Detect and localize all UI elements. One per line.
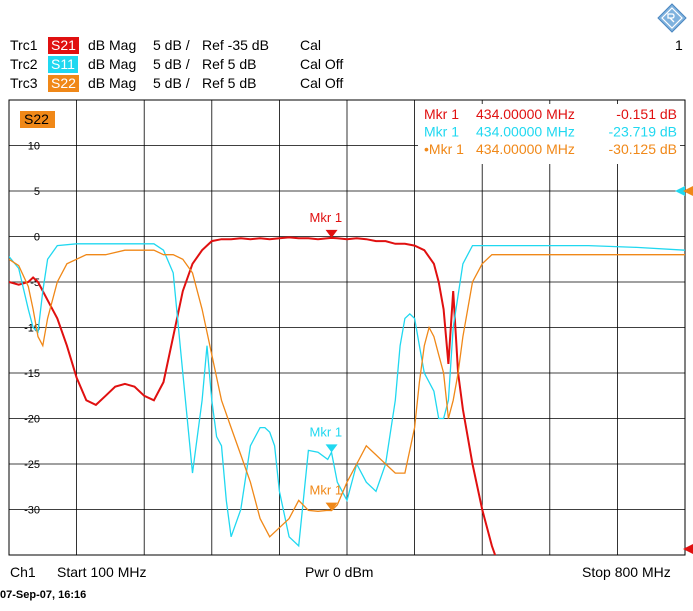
- trace-ref: Ref -35 dB: [202, 37, 269, 53]
- trace-id: Trc3: [10, 75, 38, 91]
- y-tick-label: -30: [24, 505, 40, 517]
- marker-info-value: -23.719 dB: [609, 124, 678, 140]
- trace-header: Trc1 S21 dB Mag 5 dB / Ref -35 dB Cal Tr…: [10, 37, 410, 97]
- trace-cal: Cal Off: [300, 56, 344, 72]
- ref-arrow-icon: [675, 186, 685, 196]
- trace-row-2[interactable]: Trc2 S11 dB Mag 5 dB / Ref 5 dB Cal Off: [10, 56, 410, 74]
- trace-format: dB Mag: [88, 37, 137, 53]
- trace-scale: 5 dB /: [153, 56, 190, 72]
- y-tick-label: 10: [28, 141, 40, 153]
- marker-info-value: -0.151 dB: [616, 106, 677, 122]
- trace-row-3[interactable]: Trc3 S22 dB Mag 5 dB / Ref 5 dB Cal Off: [10, 75, 410, 93]
- trace-row-1[interactable]: Trc1 S21 dB Mag 5 dB / Ref -35 dB Cal: [10, 37, 410, 55]
- trace-s21: [9, 236, 497, 555]
- marker-label: Mkr 1: [310, 210, 343, 225]
- y-tick-label: -15: [24, 368, 40, 380]
- plot-markers: Mkr 1 Mkr 1 Mkr 1: [310, 210, 343, 511]
- marker-info-box: Mkr 1 434.00000 MHz -0.151 dB Mkr 1 434.0000…: [418, 104, 680, 164]
- trace-s11: [9, 243, 685, 548]
- ref-arrow-icon: [683, 186, 693, 196]
- marker-triangle-icon[interactable]: [325, 444, 338, 453]
- trace-format: dB Mag: [88, 56, 137, 72]
- y-tick-label: 0: [34, 232, 40, 244]
- grid: [8, 99, 686, 556]
- trace-scale: 5 dB /: [153, 37, 190, 53]
- marker-info-freq: 434.00000 MHz: [476, 141, 575, 157]
- ref-arrow-icon: [683, 544, 693, 554]
- trace-ref: Ref 5 dB: [202, 75, 257, 91]
- y-tick-label: -5: [30, 277, 40, 289]
- trace-format: dB Mag: [88, 75, 137, 91]
- trace-cal: Cal: [300, 37, 322, 53]
- timestamp: 07-Sep-07, 16:16: [0, 589, 87, 601]
- trace-ref: Ref 5 dB: [202, 56, 257, 72]
- y-tick-label: -20: [24, 414, 40, 426]
- marker-label: Mkr 1: [310, 424, 343, 439]
- trace-cal: Cal Off: [300, 75, 344, 91]
- ref-arrows: [675, 186, 693, 554]
- marker-info-value: -30.125 dB: [609, 141, 678, 157]
- active-trace-label: S22: [24, 111, 49, 127]
- marker-info-bg: [418, 104, 680, 164]
- trace-param-badge[interactable]: S21: [48, 37, 79, 54]
- rohde-schwarz-logo-icon: [657, 3, 687, 33]
- y-tick-label: -25: [24, 459, 40, 471]
- active-trace-badge[interactable]: [20, 111, 55, 128]
- window-number: 1: [675, 37, 683, 53]
- footer-channel: Ch1: [10, 564, 36, 580]
- marker-info-label: Mkr 1: [424, 106, 459, 122]
- footer-stop[interactable]: Stop 800 MHz: [582, 564, 671, 580]
- trace-id: Trc2: [10, 56, 38, 72]
- marker-info-freq: 434.00000 MHz: [476, 124, 575, 140]
- marker-triangle-icon[interactable]: [325, 502, 338, 511]
- trace-scale: 5 dB /: [153, 75, 190, 91]
- y-tick-label: 5: [34, 186, 40, 198]
- marker-label: Mkr 1: [310, 483, 343, 498]
- trace-s22: [9, 249, 685, 538]
- trace-lines: [9, 236, 685, 555]
- marker-info-freq: 434.00000 MHz: [476, 106, 575, 122]
- trace-id: Trc1: [10, 37, 38, 53]
- trace-param-badge[interactable]: S22: [48, 75, 79, 92]
- footer-power[interactable]: Pwr 0 dBm: [305, 564, 374, 580]
- footer-start[interactable]: Start 100 MHz: [57, 564, 147, 580]
- trace-param-badge[interactable]: S11: [48, 56, 78, 73]
- marker-triangle-icon[interactable]: [325, 229, 338, 238]
- marker-info-label: •Mkr 1: [424, 141, 464, 157]
- marker-info-label: Mkr 1: [424, 124, 459, 140]
